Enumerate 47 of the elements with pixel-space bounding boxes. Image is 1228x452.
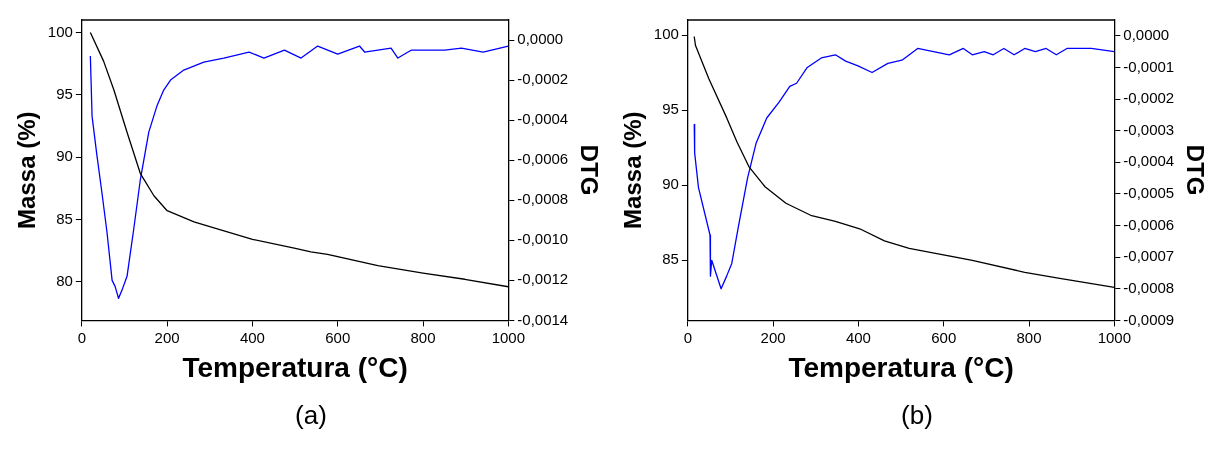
x-tick-label: 1000 [491, 328, 526, 346]
y-tick-label: 100 [47, 22, 73, 40]
y2-tick-label: -0,0008 [517, 190, 569, 208]
x-tick-label: 400 [239, 328, 265, 346]
y2-tick-label: -0,0001 [1123, 57, 1175, 75]
y2-tick-label: 0,0000 [517, 30, 564, 48]
y2-tick-label: -0,0003 [1123, 120, 1175, 138]
y-tick-label: 90 [56, 147, 73, 165]
text: (a) [294, 400, 328, 431]
y-tick-label: 85 [56, 209, 73, 227]
y2-tick-label: -0,0014 [517, 310, 569, 328]
y-tick-label: 80 [56, 271, 73, 289]
y2-tick-label: -0,0007 [1123, 247, 1175, 265]
y-tick-label: 90 [662, 175, 679, 193]
x-tick-label: 0 [77, 328, 86, 346]
y2-tick-label: -0,0008 [1123, 278, 1175, 296]
y2-tick-label: 0,0000 [1123, 25, 1170, 43]
x-tick-label: 800 [410, 328, 436, 346]
y2-axis-title: DTG [575, 144, 603, 196]
y2-tick-label: -0,0010 [517, 230, 569, 248]
y-tick-label: 85 [662, 250, 679, 268]
y2-tick-label: -0,0009 [1123, 310, 1175, 328]
x-tick-label: 400 [845, 328, 871, 346]
text: (b) [900, 400, 934, 431]
y-tick-label: 95 [56, 84, 73, 102]
y2-tick-label: -0,0006 [517, 150, 569, 168]
y-tick-label: 95 [662, 100, 679, 118]
x-tick-label: 200 [760, 328, 786, 346]
y2-tick-label: -0,0006 [1123, 215, 1175, 233]
y2-axis-title: DTG [1181, 144, 1209, 196]
x-tick-label: 800 [1016, 328, 1042, 346]
y2-tick-label: -0,0002 [1123, 89, 1175, 107]
x-tick-label: 200 [154, 328, 180, 346]
y-axis-title: Massa (%) [13, 111, 41, 229]
x-axis-title: Temperatura (°C) [182, 351, 408, 383]
y2-tick-label: -0,0004 [1123, 152, 1175, 170]
y2-tick-label: -0,0004 [517, 110, 569, 128]
x-tick-label: 1000 [1097, 328, 1132, 346]
y2-tick-label: -0,0012 [517, 270, 569, 288]
x-tick-label: 600 [325, 328, 351, 346]
x-tick-label: 0 [683, 328, 692, 346]
x-axis-title: Temperatura (°C) [788, 351, 1014, 383]
y2-tick-label: -0,0002 [517, 70, 569, 88]
y2-tick-label: -0,0005 [1123, 184, 1175, 202]
y-axis-title: Massa (%) [619, 111, 647, 229]
x-tick-label: 600 [931, 328, 957, 346]
y-tick-label: 100 [653, 25, 679, 43]
